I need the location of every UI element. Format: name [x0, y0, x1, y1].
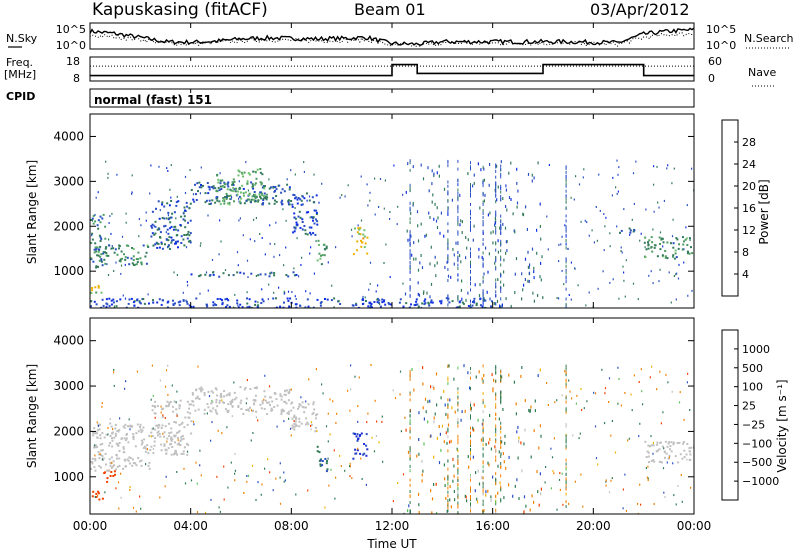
velocity-patch-2	[90, 422, 153, 472]
velocity-patch-3	[150, 399, 193, 456]
power-y-ticks: 1000 2000 3000 4000	[53, 129, 694, 278]
nsky-tick-bottom: 10^0	[56, 39, 86, 52]
velocity-colorbar-label-7: −1000	[742, 475, 779, 488]
time-x-ticks: 00:00 04:00 08:00 12:00 16:00 20:00 00:00	[73, 23, 712, 533]
power-patch-0	[90, 213, 108, 269]
power-patch-2	[90, 284, 103, 294]
freq-series-path	[90, 63, 694, 77]
freq-label: Freq.	[6, 56, 33, 69]
velocity-scatter	[93, 364, 694, 514]
power-ytick-label-1: 2000	[53, 219, 84, 233]
velocity-colorbar-frame	[721, 329, 739, 501]
velocity-colorbar-label-3: 25	[742, 400, 756, 413]
power-heatmap-marks	[90, 159, 694, 308]
velocity-colorbar-label-0: 1000	[742, 343, 770, 356]
nsearch-tick-top: 10^5	[706, 23, 736, 36]
velocity-panel-frame	[89, 317, 695, 515]
power-colorbar-label-6: 28	[742, 136, 756, 149]
nsearch-label: N.Search	[744, 32, 794, 45]
power-colorbar-label-4: 20	[742, 180, 756, 193]
power-patch-8	[352, 226, 369, 256]
xtick-label-6: 00:00	[677, 519, 712, 533]
power-patch-11	[643, 236, 694, 260]
power-panel-frame	[89, 113, 695, 309]
power-ylabel: Slant Range [km]	[25, 160, 39, 264]
freq-tick-top: 18	[66, 55, 80, 68]
velocity-colorbar-label-5: −100	[742, 437, 772, 450]
cpid-label: CPID	[6, 90, 35, 103]
beam-title: Beam 01	[354, 0, 426, 19]
nsearch-series-line	[89, 32, 694, 48]
freq-series-line	[90, 63, 694, 77]
power-patch-4	[190, 181, 294, 206]
power-patch-6	[291, 192, 319, 236]
power-colorbar-label: Power [dB]	[757, 179, 771, 244]
nave-label: Nave	[748, 66, 776, 79]
velocity-patch-5	[291, 401, 319, 433]
power-scatter	[91, 159, 694, 308]
power-ytick-label-2: 3000	[53, 174, 84, 188]
nave-tick-top: 60	[708, 55, 722, 68]
velocity-patch-4	[191, 386, 294, 416]
velocity-ytick-label-0: 1000	[53, 470, 84, 484]
power-patch-5	[215, 168, 268, 206]
power-patch-1	[97, 244, 150, 266]
velocity-colorbar-label-2: 100	[742, 381, 763, 394]
velocity-colorbar-label-6: −500	[742, 456, 772, 469]
power-ytick-label-3: 4000	[53, 129, 84, 143]
xtick-label-5: 20:00	[576, 519, 611, 533]
power-patch-10	[619, 227, 636, 234]
power-colorbar-label-3: 16	[742, 202, 756, 215]
nsearch-tick-bottom: 10^0	[706, 39, 736, 52]
velocity-ytick-label-2: 3000	[53, 379, 84, 393]
n-skyseries-path	[89, 27, 695, 46]
power-colorbar-label-5: 24	[742, 158, 756, 171]
power-patch-9	[190, 271, 298, 278]
time-xlabel: Time UT	[366, 537, 417, 551]
freq-tick-bottom: 8	[73, 72, 80, 85]
velocity-colorbar-label-1: 500	[742, 362, 763, 375]
velocity-colorbar-label-4: −25	[742, 418, 765, 431]
n-searchseries-path	[89, 32, 694, 48]
cpid-value: normal (fast) 151	[94, 93, 212, 107]
xtick-label-3: 12:00	[375, 519, 410, 533]
velocity-patch-7	[352, 432, 369, 460]
velocity-y-ticks: 1000 2000 3000 4000	[53, 334, 694, 484]
velocity-patch-6	[316, 445, 329, 473]
power-ytick-label-0: 1000	[53, 264, 84, 278]
nsky-tick-top: 10^5	[56, 23, 86, 36]
velocity-colorbar: 1000 500 100 25 −25 −100 −500 −1000	[721, 329, 779, 501]
nsky-label: N.Sky	[6, 32, 38, 45]
velocity-colorbar-label: Velocity [m s⁻¹]	[775, 379, 789, 472]
freq-unit: [MHz]	[4, 68, 36, 81]
power-patch-7	[316, 239, 328, 266]
velocity-patch-0	[91, 490, 104, 501]
xtick-label-1: 04:00	[173, 519, 208, 533]
power-colorbar-label-1: 8	[742, 246, 749, 259]
nsky-series-line	[89, 27, 695, 46]
velocity-ytick-label-1: 2000	[53, 424, 84, 438]
nave-tick-bottom: 0	[708, 72, 715, 85]
station-title: Kapuskasing (fitACF)	[92, 0, 268, 20]
xtick-label-0: 00:00	[73, 519, 108, 533]
power-colorbar: 4 8 12 16 20 24 28	[721, 119, 756, 297]
power-colorbar-label-2: 12	[742, 224, 756, 237]
xtick-label-2: 08:00	[274, 519, 309, 533]
power-colorbar-label-0: 4	[742, 268, 749, 281]
power-patch-3	[150, 200, 192, 250]
velocity-heatmap-marks	[90, 364, 694, 514]
velocity-ytick-label-3: 4000	[53, 334, 84, 348]
xtick-label-4: 16:00	[475, 519, 510, 533]
velocity-ylabel: Slant Range [km]	[25, 364, 39, 468]
velocity-patch-8	[644, 440, 694, 464]
date-title: 03/Apr/2012	[590, 0, 690, 19]
